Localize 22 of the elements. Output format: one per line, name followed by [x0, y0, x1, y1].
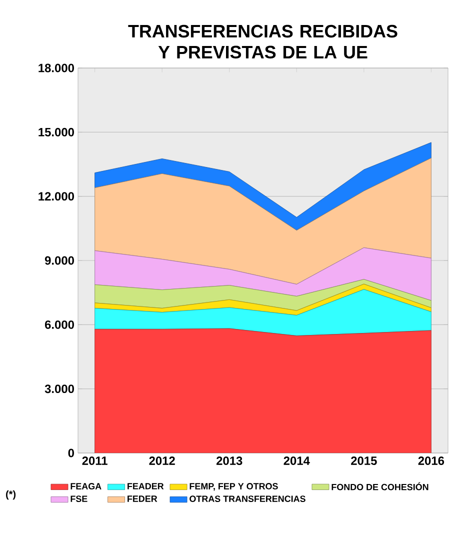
- y-tick-label: 0: [68, 448, 74, 458]
- x-tick-label: 2011: [82, 456, 108, 465]
- legend-label: FEADER: [128, 483, 164, 490]
- y-tick-label: 12.000: [38, 192, 74, 201]
- text: (*): [6, 490, 16, 500]
- legend-label: FSE: [70, 496, 88, 502]
- y-tick-label: 9.000: [44, 256, 74, 265]
- y-tick-label: 3.000: [44, 384, 74, 394]
- x-tick-label: 2012: [149, 456, 175, 465]
- x-tick-label: 2015: [351, 456, 377, 465]
- legend-label: OTRAS TRANSFERENCIAS: [190, 496, 306, 502]
- y-tick-label: 6.000: [45, 320, 74, 329]
- legend-label: FEDER: [128, 496, 158, 502]
- y-tick-label: 18.000: [38, 64, 74, 72]
- y-tick-label: 15.000: [38, 128, 74, 136]
- legend-label: FEAGA: [70, 483, 102, 490]
- legend-label: FONDO DE COHESIÓN: [332, 482, 428, 490]
- x-tick-label: 2013: [216, 456, 242, 466]
- chart-title: TRANSFERENCIAS RECIBIDAS Y PREVISTAS DE LA UE: [128, 24, 398, 58]
- legend-label: FEMP, FEP Y OTROS: [190, 483, 278, 491]
- x-tick-label: 2014: [284, 456, 310, 465]
- x-tick-label: 2016: [418, 456, 444, 465]
